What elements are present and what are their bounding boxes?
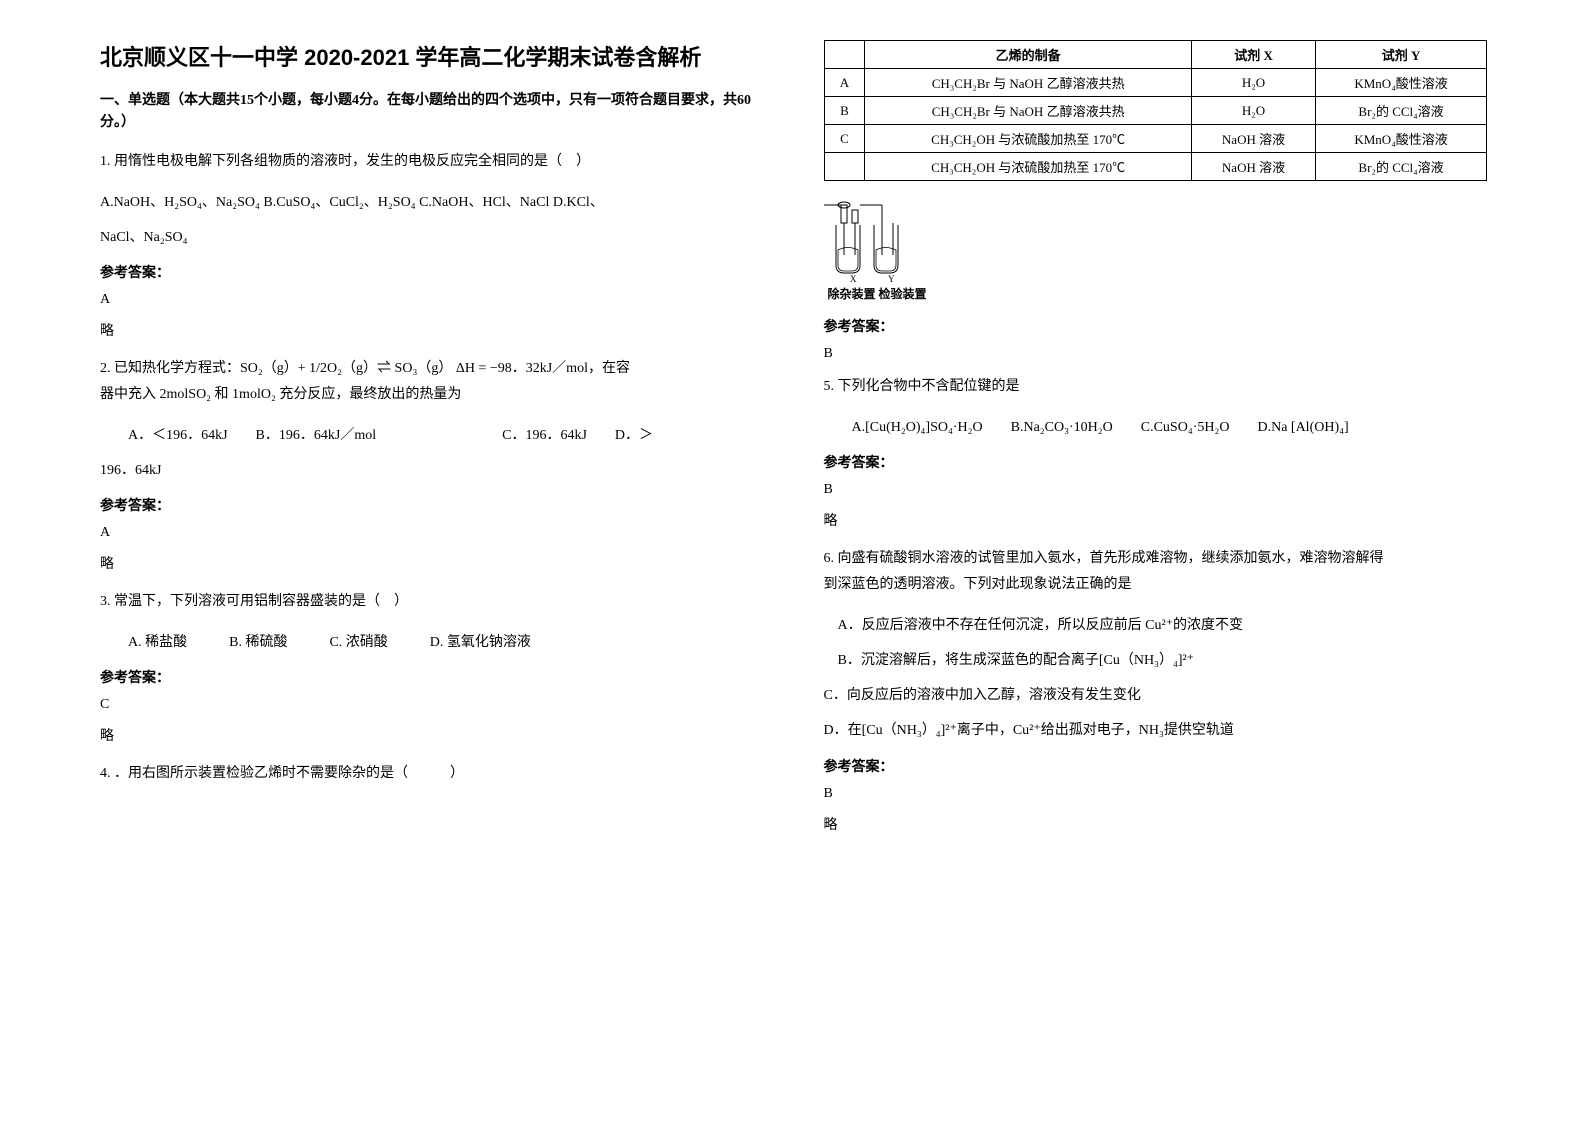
q1-answer-label: 参考答案： [100, 262, 764, 282]
page-title: 北京顺义区十一中学 2020-2021 学年高二化学期末试卷含解析 [100, 40, 764, 72]
left-column: 北京顺义区十一中学 2020-2021 学年高二化学期末试卷含解析 一、单选题（… [100, 40, 764, 1082]
q3: 3. 常温下，下列溶液可用铝制容器盛装的是（ ） [100, 589, 764, 614]
q4-table: 乙烯的制备 试剂 X 试剂 Y A CH₃CH₂Br 与 NaOH 乙醇溶液共热… [824, 40, 1488, 181]
q2-answer: A [100, 525, 764, 541]
svg-text:X: X [850, 274, 857, 284]
cell: Br₂的 CCl₄溶液 [1316, 97, 1487, 125]
th-0 [824, 41, 865, 69]
table-row: A CH₃CH₂Br 与 NaOH 乙醇溶液共热 H₂O KMnO₄酸性溶液 [824, 69, 1487, 97]
q6-text2: 到深蓝色的透明溶液。下列对此现象说法正确的是 [824, 572, 1488, 597]
q1-text: 1. 用惰性电极电解下列各组物质的溶液时，发生的电极反应完全相同的是（ ） [100, 149, 764, 174]
q2-text1: 2. 已知热化学方程式：SO₂（g）+ 1/2O₂（g）⇌ SO₃（g） ΔH … [100, 356, 764, 381]
apparatus-icon: X Y [824, 195, 944, 285]
q6: 6. 向盛有硫酸铜水溶液的试管里加入氨水，首先形成难溶物，继续添加氨水，难溶物溶… [824, 546, 1488, 596]
cell: CH₃CH₂Br 与 NaOH 乙醇溶液共热 [865, 69, 1192, 97]
apparatus-diagram: X Y 除杂装置 检验装置 [824, 195, 1488, 302]
table-row: CH₃CH₂OH 与浓硫酸加热至 170℃ NaOH 溶液 Br₂的 CCl₄溶… [824, 153, 1487, 181]
q5-answer-label: 参考答案： [824, 452, 1488, 472]
cell: CH₃CH₂OH 与浓硫酸加热至 170℃ [865, 153, 1192, 181]
q3-text: 3. 常温下，下列溶液可用铝制容器盛装的是（ ） [100, 589, 764, 614]
q5-opts: A.[Cu(H₂O)₄]SO₄·H₂O B.Na₂CO₃·10H₂O C.CuS… [824, 415, 1488, 440]
q3-opts: A. 稀盐酸 B. 稀硫酸 C. 浓硝酸 D. 氢氧化钠溶液 [100, 630, 764, 655]
q5: 5. 下列化合物中不含配位键的是 [824, 374, 1488, 399]
q3-answer-label: 参考答案： [100, 667, 764, 687]
cell: C [824, 125, 865, 153]
q1-answer: A [100, 292, 764, 308]
q3-details: 略 [100, 725, 764, 745]
table-row: B CH₃CH₂Br 与 NaOH 乙醇溶液共热 H₂O Br₂的 CCl₄溶液 [824, 97, 1487, 125]
q2-opts2: 196．64kJ [100, 458, 764, 483]
q1-opts1: A.NaOH、H₂SO₄、Na₂SO₄ B.CuSO₄、CuCl₂、H₂SO₄ … [100, 190, 764, 215]
q2: 2. 已知热化学方程式：SO₂（g）+ 1/2O₂（g）⇌ SO₃（g） ΔH … [100, 356, 764, 406]
cell: Br₂的 CCl₄溶液 [1316, 153, 1487, 181]
q5-text: 5. 下列化合物中不含配位键的是 [824, 374, 1488, 399]
q3-answer: C [100, 697, 764, 713]
q6-text1: 6. 向盛有硫酸铜水溶液的试管里加入氨水，首先形成难溶物，继续添加氨水，难溶物溶… [824, 546, 1488, 571]
right-column: 乙烯的制备 试剂 X 试剂 Y A CH₃CH₂Br 与 NaOH 乙醇溶液共热… [824, 40, 1488, 1082]
cell: B [824, 97, 865, 125]
q6-optD: D．在[Cu（NH₃）₄]²⁺离子中，Cu²⁺给出孤对电子，NH₃提供空轨道 [824, 718, 1488, 743]
svg-text:Y: Y [888, 274, 895, 284]
q1: 1. 用惰性电极电解下列各组物质的溶液时，发生的电极反应完全相同的是（ ） [100, 149, 764, 174]
q6-optC: C．向反应后的溶液中加入乙醇，溶液没有发生变化 [824, 683, 1488, 708]
q2-opts1: A．＜196．64kJ B．196．64kJ／mol C．196．64kJ D．… [100, 423, 764, 448]
cell [824, 153, 865, 181]
section-header: 一、单选题（本大题共15个小题，每小题4分。在每小题给出的四个选项中，只有一项符… [100, 90, 764, 135]
cell: NaOH 溶液 [1191, 125, 1315, 153]
th-1: 乙烯的制备 [865, 41, 1192, 69]
th-3: 试剂 Y [1316, 41, 1487, 69]
q4-answer-label: 参考答案： [824, 316, 1488, 336]
q6-answer: B [824, 786, 1488, 802]
table-row: C CH₃CH₂OH 与浓硫酸加热至 170℃ NaOH 溶液 KMnO₄酸性溶… [824, 125, 1487, 153]
q2-details: 略 [100, 553, 764, 573]
q5-answer: B [824, 482, 1488, 498]
q6-optB: B．沉淀溶解后，将生成深蓝色的配合离子[Cu（NH₃）₄]²⁺ [824, 648, 1488, 673]
cell: NaOH 溶液 [1191, 153, 1315, 181]
q6-optA: A．反应后溶液中不存在任何沉淀，所以反应前后 Cu²⁺的浓度不变 [824, 613, 1488, 638]
q2-answer-label: 参考答案： [100, 495, 764, 515]
cell: A [824, 69, 865, 97]
q1-details: 略 [100, 320, 764, 340]
cell: KMnO₄酸性溶液 [1316, 69, 1487, 97]
q1-opts2: NaCl、Na₂SO₄ [100, 225, 764, 250]
cell: H₂O [1191, 97, 1315, 125]
cell: KMnO₄酸性溶液 [1316, 125, 1487, 153]
cell: CH₃CH₂Br 与 NaOH 乙醇溶液共热 [865, 97, 1192, 125]
cell: CH₃CH₂OH 与浓硫酸加热至 170℃ [865, 125, 1192, 153]
q5-details: 略 [824, 510, 1488, 530]
q4-answer: B [824, 346, 1488, 362]
diagram-label: 除杂装置 检验装置 [828, 285, 1488, 302]
q2-text2: 器中充入 2molSO₂ 和 1molO₂ 充分反应，最终放出的热量为 [100, 382, 764, 407]
th-2: 试剂 X [1191, 41, 1315, 69]
q4-text: 4. ．用右图所示装置检验乙烯时不需要除杂的是（ ） [100, 761, 764, 786]
table-header-row: 乙烯的制备 试剂 X 试剂 Y [824, 41, 1487, 69]
cell: H₂O [1191, 69, 1315, 97]
q6-answer-label: 参考答案： [824, 756, 1488, 776]
q6-details: 略 [824, 814, 1488, 834]
